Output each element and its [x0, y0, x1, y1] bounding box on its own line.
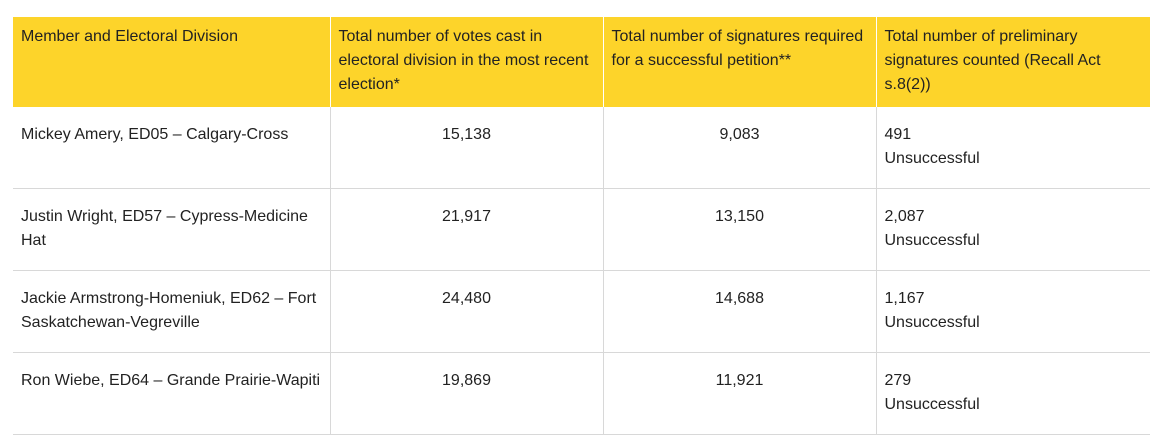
- column-header-member: Member and Electoral Division: [13, 17, 330, 107]
- counted-cell: 279 Unsuccessful: [875, 352, 1150, 435]
- result-status: Unsuccessful: [884, 150, 980, 167]
- table-row: Ron Wiebe, ED64 – Grande Prairie-Wapiti …: [13, 352, 1150, 435]
- result-status: Unsuccessful: [884, 396, 980, 413]
- result-status: Unsuccessful: [884, 232, 980, 249]
- recall-petition-table: Member and Electoral Division Total numb…: [13, 17, 1150, 435]
- column-header-votes-cast: Total number of votes cast in electoral …: [329, 17, 603, 107]
- table-header-row: Member and Electoral Division Total numb…: [13, 17, 1150, 107]
- votes-cell: 19,869: [329, 352, 603, 435]
- recall-petition-table-container: Member and Electoral Division Total numb…: [13, 17, 1150, 435]
- votes-cell: 24,480: [329, 270, 603, 353]
- table-row: Jackie Armstrong-Homeniuk, ED62 – Fort S…: [13, 270, 1150, 353]
- member-cell: Ron Wiebe, ED64 – Grande Prairie-Wapiti: [13, 352, 330, 435]
- votes-cell: 21,917: [329, 188, 603, 271]
- result-status: Unsuccessful: [884, 314, 980, 331]
- votes-cell: 15,138: [329, 107, 603, 189]
- counted-cell: 491 Unsuccessful: [875, 107, 1150, 189]
- counted-cell: 1,167 Unsuccessful: [875, 270, 1150, 353]
- table-row: Justin Wright, ED57 – Cypress-Medicine H…: [13, 188, 1150, 271]
- counted-value: 491: [884, 126, 912, 143]
- table-body: Mickey Amery, ED05 – Calgary-Cross 15,13…: [13, 107, 1150, 435]
- table-header: Member and Electoral Division Total numb…: [13, 17, 1150, 107]
- required-cell: 11,921: [602, 352, 876, 435]
- member-cell: Jackie Armstrong-Homeniuk, ED62 – Fort S…: [13, 270, 330, 353]
- column-header-signatures-counted: Total number of preliminary signatures c…: [875, 17, 1150, 107]
- member-cell: Justin Wright, ED57 – Cypress-Medicine H…: [13, 188, 330, 271]
- counted-cell: 2,087 Unsuccessful: [875, 188, 1150, 271]
- counted-value: 2,087: [884, 208, 925, 225]
- member-cell: Mickey Amery, ED05 – Calgary-Cross: [13, 107, 330, 189]
- column-header-signatures-required: Total number of signatures required for …: [602, 17, 876, 107]
- required-cell: 14,688: [602, 270, 876, 353]
- table-row: Mickey Amery, ED05 – Calgary-Cross 15,13…: [13, 107, 1150, 189]
- counted-value: 279: [884, 372, 912, 389]
- required-cell: 9,083: [602, 107, 876, 189]
- required-cell: 13,150: [602, 188, 876, 271]
- counted-value: 1,167: [884, 290, 925, 307]
